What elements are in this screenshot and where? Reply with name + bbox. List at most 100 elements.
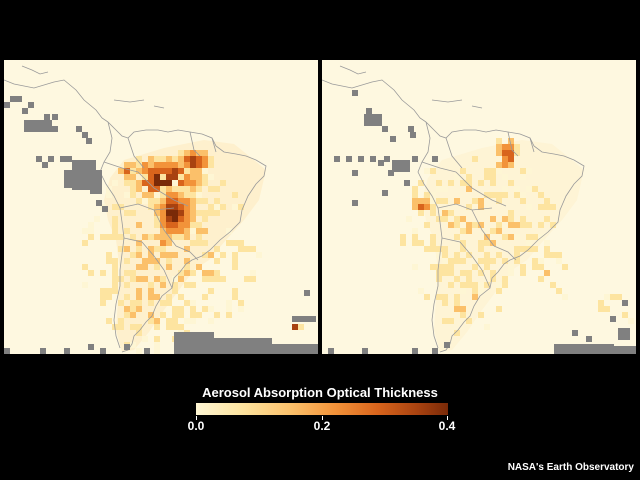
aerosol-cell (256, 252, 262, 258)
aerosol-cell (190, 270, 196, 276)
aerosol-cell (148, 198, 154, 204)
aerosol-cell (424, 204, 430, 210)
aerosol-cell (88, 228, 94, 234)
aerosol-cell (466, 318, 472, 324)
aerosol-cell (478, 240, 484, 246)
aerosol-cell (496, 138, 502, 144)
aerosol-cell (532, 186, 538, 192)
aerosol-cell (598, 300, 604, 306)
aerosol-cell (148, 234, 154, 240)
no-data-cells-right (328, 90, 636, 354)
aerosol-cell (160, 162, 166, 168)
aerosol-cell (190, 174, 196, 180)
aerosol-cell (154, 204, 160, 210)
aerosol-cell (238, 240, 244, 246)
aerosol-cell (478, 222, 484, 228)
aerosol-cell (154, 180, 160, 186)
aerosol-cell (526, 240, 532, 246)
aerosol-cell (436, 270, 442, 276)
no-data-cell (404, 180, 410, 186)
no-data-cell (382, 190, 388, 196)
aerosol-cell (154, 246, 160, 252)
no-data-cell (10, 96, 16, 102)
aerosol-cell (448, 258, 454, 264)
aerosol-cell (142, 162, 148, 168)
aerosol-cell (88, 222, 94, 228)
aerosol-cell (514, 150, 520, 156)
aerosol-cell (226, 240, 232, 246)
aerosol-cell (220, 204, 226, 210)
aerosol-cell (454, 306, 460, 312)
aerosol-cell (100, 270, 106, 276)
aerosol-cell (478, 246, 484, 252)
aerosol-cell (184, 318, 190, 324)
aerosol-cell (130, 174, 136, 180)
no-data-cell (622, 300, 628, 306)
aerosol-cell (154, 324, 160, 330)
aerosol-cell (208, 204, 214, 210)
aerosol-cell (424, 222, 430, 228)
aerosol-cell (184, 222, 190, 228)
no-data-cell (572, 330, 578, 336)
aerosol-cell (160, 198, 166, 204)
no-data-cell (66, 156, 72, 162)
aerosol-cell (412, 264, 418, 270)
aerosol-cell (100, 300, 106, 306)
aerosol-cell (616, 294, 622, 300)
aerosol-cell (442, 264, 448, 270)
no-data-cell (96, 200, 102, 206)
no-data-cell (124, 344, 130, 350)
colorbar (196, 403, 448, 415)
aerosol-cell (190, 240, 196, 246)
aerosol-cell (154, 234, 160, 240)
aerosol-cell (466, 174, 472, 180)
aerosol-cell (160, 180, 166, 186)
aerosol-cell (196, 156, 202, 162)
aerosol-cell (460, 312, 466, 318)
aerosol-cell (208, 306, 214, 312)
aerosol-cell (178, 204, 184, 210)
aerosol-cell (196, 312, 202, 318)
aerosol-cell (556, 288, 562, 294)
no-data-cell (610, 316, 616, 322)
aerosol-cell (148, 312, 154, 318)
aerosol-cell (160, 240, 166, 246)
aerosol-cell (538, 234, 544, 240)
aerosol-cell (448, 270, 454, 276)
aerosol-cell (172, 186, 178, 192)
no-data-cell (60, 156, 66, 162)
aerosol-cell (202, 156, 208, 162)
aerosol-cell (190, 204, 196, 210)
aerosol-cell (142, 234, 148, 240)
aerosol-cell (514, 222, 520, 228)
aerosol-cell (208, 174, 214, 180)
aerosol-cell (106, 318, 112, 324)
aerosol-cell (538, 276, 544, 282)
aerosol-cell (82, 264, 88, 270)
aerosol-cell (202, 216, 208, 222)
aerosol-cell (148, 246, 154, 252)
aerosol-cell (124, 270, 130, 276)
aerosol-cell (436, 216, 442, 222)
tick-label-2: 0.4 (438, 419, 456, 433)
aerosol-cell (208, 162, 214, 168)
aerosol-cell (136, 348, 142, 354)
no-data-cell (366, 108, 372, 114)
aerosol-cell (166, 156, 172, 162)
aerosol-cell (208, 318, 214, 324)
aerosol-cell (142, 276, 148, 282)
aerosol-cell (412, 186, 418, 192)
aerosol-cell (166, 294, 172, 300)
aerosol-cell (508, 216, 514, 222)
aerosol-cell (112, 264, 118, 270)
no-data-cell (24, 120, 52, 132)
aerosol-cell (184, 210, 190, 216)
aerosol-cell (160, 276, 166, 282)
aerosol-cell (238, 300, 244, 306)
aerosol-cell (154, 192, 160, 198)
aerosol-cell (184, 300, 190, 306)
aerosol-cell (460, 216, 466, 222)
aerosol-cell (208, 288, 214, 294)
aerosol-cell (520, 222, 526, 228)
aerosol-cell (460, 240, 466, 246)
